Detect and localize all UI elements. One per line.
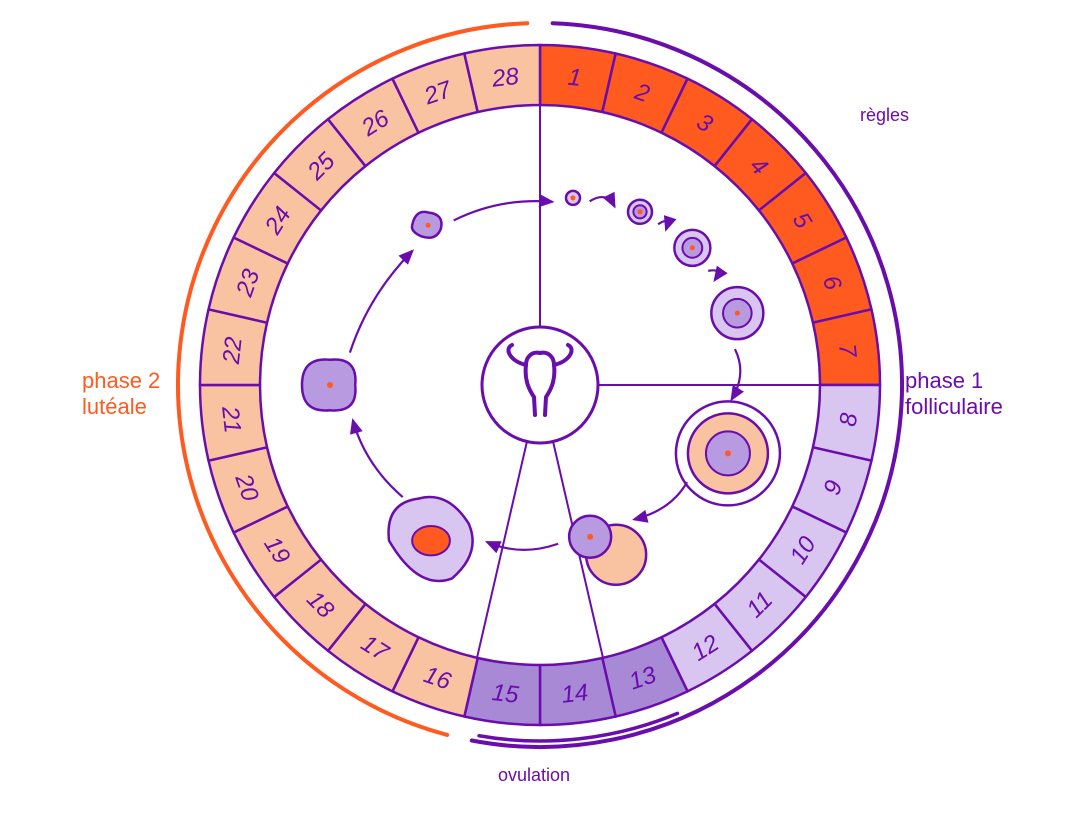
cycle-arrow [634,482,687,519]
follicle-stage-2 [674,230,710,266]
ovulation-label: ovulation [498,765,570,786]
cycle-arrow [353,420,403,497]
center-circle [482,327,598,443]
cycle-arrow [708,270,718,280]
cycle-arrow [487,542,558,550]
day-number-22: 22 [218,336,248,367]
follicle-stage-5 [569,516,646,585]
phase-2-line2: lutéale [82,394,147,419]
center-uterus [482,327,598,443]
follicle-stage-3 [711,287,763,339]
cycle-arrow [658,221,667,230]
cycle-arrow [350,251,413,353]
phase-1-line2: folliculaire [905,394,1003,419]
follicle-stage-7 [302,360,355,411]
phase-1-label: phase 1 folliculaire [905,368,1003,421]
cycle-arrow [590,197,615,206]
day-number-21: 21 [216,404,246,435]
phase-2-label: phase 2 lutéale [82,368,160,421]
phase-2-line1: phase 2 [82,368,160,393]
follicle-stage-0 [566,191,580,205]
uterus-icon [508,345,571,415]
follicle-stage-1 [628,200,652,224]
day-number-14: 14 [560,679,590,709]
follicle-stage-4 [676,401,780,505]
day-number-28: 28 [490,63,521,93]
phase-1-line1: phase 1 [905,368,983,393]
follicle-stage-8 [412,212,442,238]
day-number-15: 15 [490,679,520,709]
follicle-stage-6 [389,497,473,581]
cycle-arrow [732,349,741,399]
cycle-arrow [454,201,553,220]
regles-label: règles [860,105,909,126]
